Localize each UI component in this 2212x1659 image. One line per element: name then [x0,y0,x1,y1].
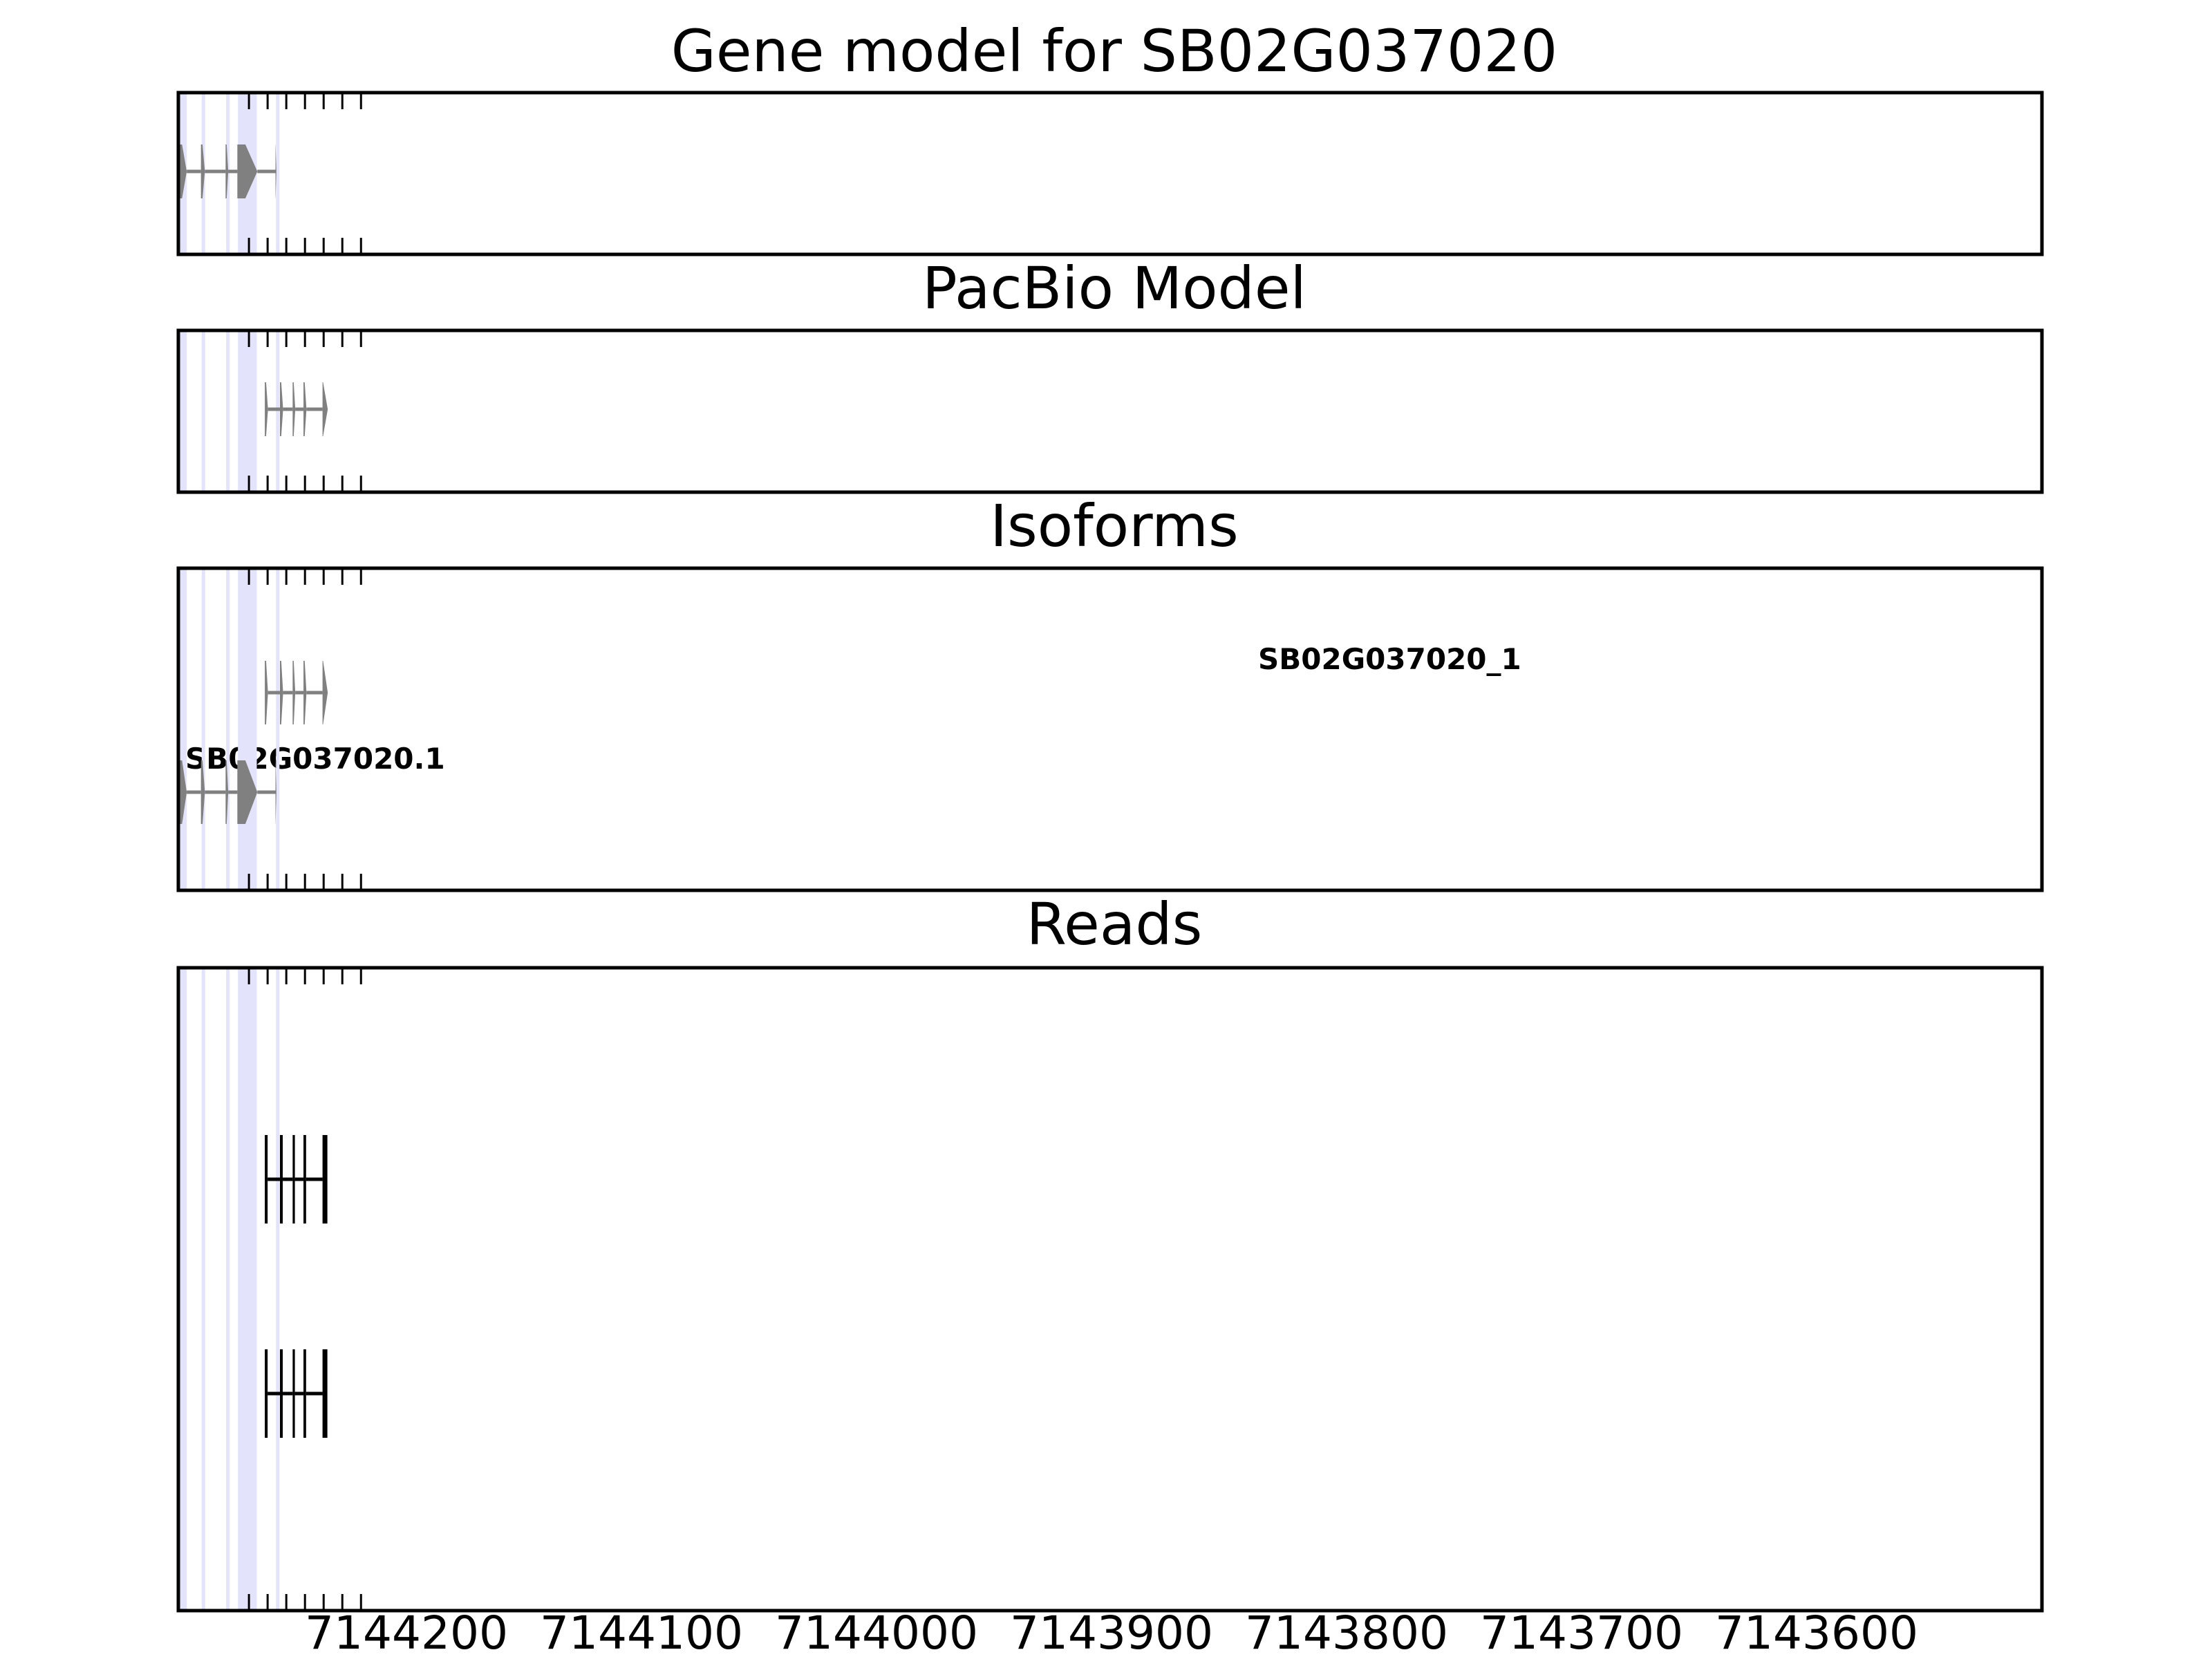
isoform-label: SB02G037020.1 [185,742,445,776]
highlight-band [276,93,280,254]
x-tick-label: 7143600 [1715,1606,1918,1659]
x-tick-label: 7144200 [305,1606,508,1659]
isoform-label: SB02G037020_1 [1258,642,1521,676]
exon [237,760,258,824]
exon [225,760,229,824]
read-block [265,1135,268,1224]
highlight-band [201,568,205,890]
highlight-band [180,330,187,492]
highlight-band [226,330,230,492]
x-tick-label: 7144100 [540,1606,743,1659]
highlight-band [276,568,280,890]
panel-reads: Reads [1027,890,1203,958]
highlight-band [180,968,187,1611]
read-block [292,1349,295,1438]
highlight-band [201,330,205,492]
panel-title: Isoforms [990,492,1239,560]
panel-plot-area [176,91,2044,256]
panel-frame [176,91,2044,256]
read [265,1349,328,1438]
panel-title: PacBio Model [922,254,1306,322]
transcript-model [265,661,328,724]
x-tick-label: 7143700 [1480,1606,1683,1659]
exon [292,382,296,436]
x-tick-label: 7143900 [1010,1606,1213,1659]
read-block [279,1135,283,1224]
exon [303,382,307,436]
highlight-band [238,330,257,492]
read-block [303,1349,306,1438]
read-block [265,1349,268,1438]
exon [200,144,205,198]
highlight-band [201,968,205,1611]
read-block [279,1349,283,1438]
read-block [303,1135,306,1224]
exon [237,144,258,198]
x-tick-label: 7143800 [1245,1606,1448,1659]
exon [279,661,283,724]
highlight-band [276,330,280,492]
exon [303,661,307,724]
read-block [322,1135,328,1224]
panel-plot-area [176,328,2044,494]
exon [225,144,229,198]
panel-title: Reads [1027,890,1203,958]
x-tick-label: 7144000 [775,1606,978,1659]
exon [200,760,205,824]
highlight-band [180,568,187,890]
panel-plot-area [176,566,2044,892]
panel-gene-model: Gene model for SB02G037020 [671,17,1557,85]
panel-frame [176,328,2044,494]
plot-layer [176,91,2044,1613]
exon [322,661,328,724]
read-block [322,1349,328,1438]
read-block [292,1135,295,1224]
transcript-model [178,144,276,198]
exon [322,382,328,436]
exon [265,661,268,724]
panel-title: Gene model for SB02G037020 [671,17,1557,85]
highlight-band [226,568,230,890]
panel-plot-area [176,966,2044,1613]
exon [178,144,187,198]
transcript-model [178,760,276,824]
highlight-band [276,968,280,1611]
exon [265,382,268,436]
read [265,1135,328,1224]
x-axis-tick-labels: 7144200 7144100 7144000 7143900 7143800 … [305,1606,1918,1659]
exon [279,382,283,436]
panel-frame [176,566,2044,892]
highlight-band [226,968,230,1611]
exon [292,661,296,724]
panel-frame [176,966,2044,1613]
highlight-band [238,968,257,1611]
transcript-model [265,382,328,436]
panel-pacbio-model: PacBio Model [922,254,1306,322]
highlight-band [238,568,257,890]
exon [178,760,187,824]
